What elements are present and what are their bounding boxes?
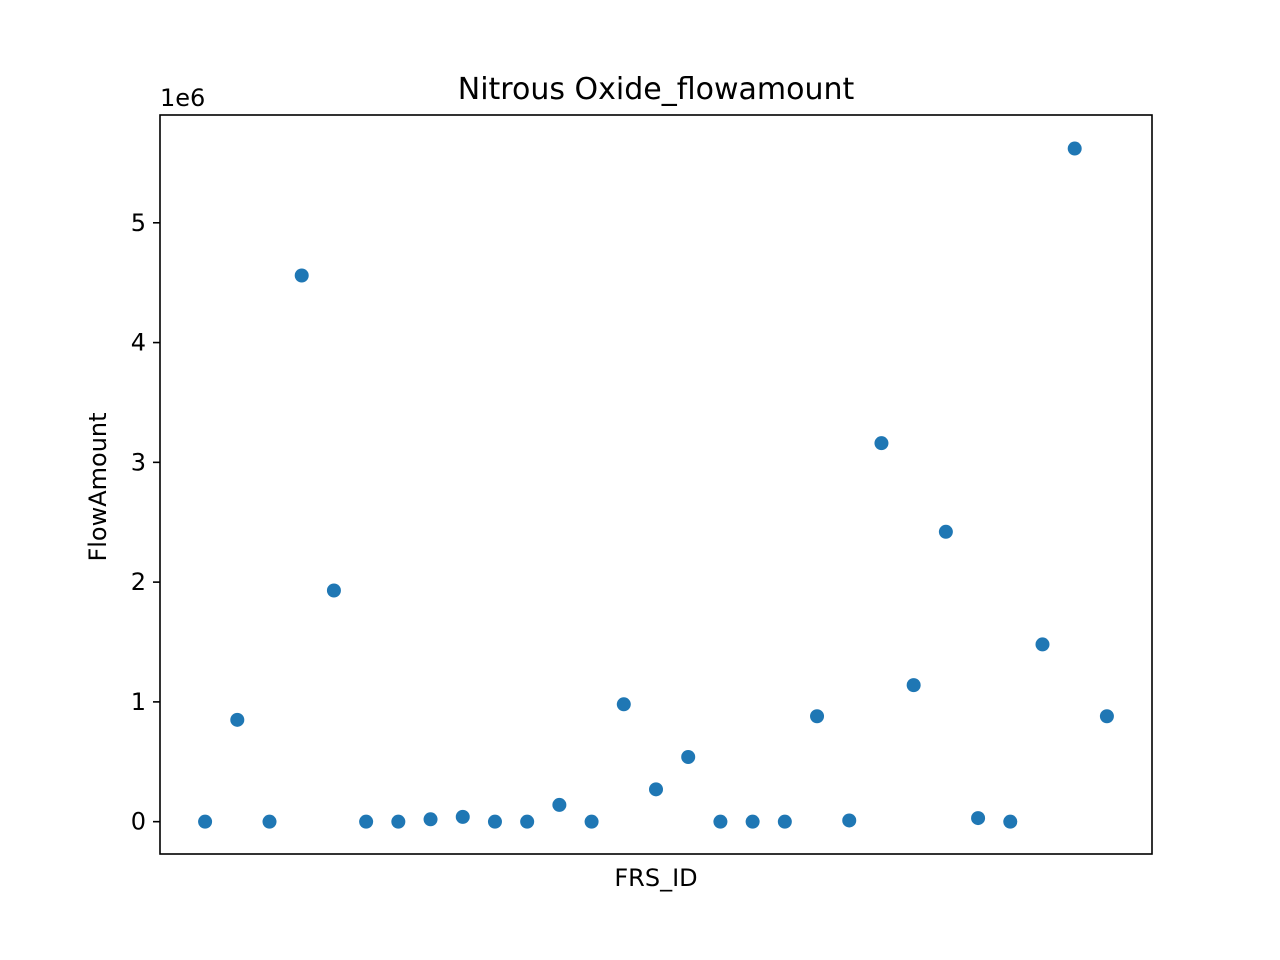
scatter-point [1035,637,1050,652]
scatter-point [198,814,213,829]
scatter-point [938,524,953,539]
y-axis-offset-label: 1e6 [160,84,205,112]
y-tick-label: 0 [131,808,146,836]
scatter-point [455,809,470,824]
scatter-point [584,814,599,829]
scatter-point [971,811,986,826]
scatter-point [616,697,631,712]
scatter-point [810,709,825,724]
chart-title: Nitrous Oxide_flowamount [458,72,855,107]
scatter-point [391,814,406,829]
y-tick-label: 1 [131,688,146,716]
scatter-point [745,814,760,829]
scatter-point [230,712,245,727]
scatter-point [359,814,374,829]
scatter-point [262,814,277,829]
y-tick-label: 3 [131,448,146,476]
scatter-point [326,583,341,598]
scatter-point [874,436,889,451]
x-axis-label: FRS_ID [614,864,697,892]
data-points [198,141,1114,829]
scatter-point [1099,709,1114,724]
scatter-point [294,268,309,283]
scatter-point [713,814,728,829]
scatter-point [520,814,535,829]
scatter-point [487,814,502,829]
scatter-point [1067,141,1082,156]
scatter-point [649,782,663,797]
scatter-point [906,678,921,693]
plot-area-frame [159,114,1153,855]
y-axis-label: FlowAmount [84,412,112,561]
scatter-point [1003,814,1018,829]
y-tick-label: 2 [131,568,146,596]
scatter-point [681,749,696,764]
scatter-point [552,797,567,812]
y-axis-ticks: 0 1 2 3 4 5 [131,209,160,836]
scatter-point [777,814,792,829]
scatter-point [423,812,438,827]
scatter-point [842,813,857,828]
y-tick-label: 4 [131,329,146,357]
y-tick-label: 5 [131,209,146,237]
